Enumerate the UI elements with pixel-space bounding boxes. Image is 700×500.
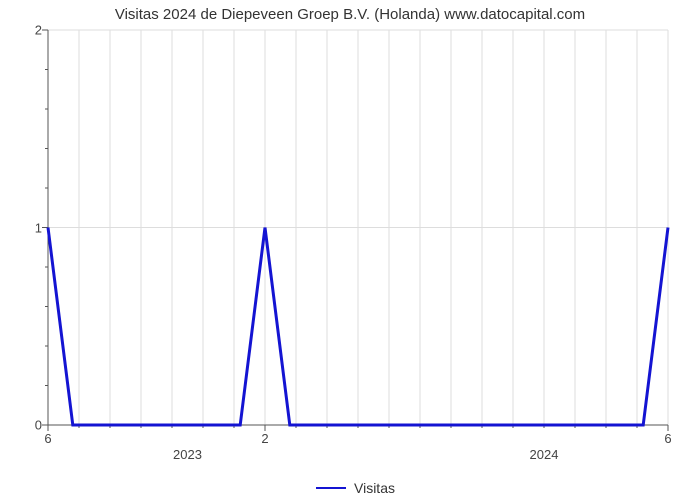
chart-title: Visitas 2024 de Diepeveen Groep B.V. (Ho… xyxy=(0,6,700,23)
x-year-label: 2023 xyxy=(173,447,202,462)
x-year-label: 2024 xyxy=(530,447,559,462)
x-tick-label: 2 xyxy=(261,431,268,446)
y-tick-label: 2 xyxy=(12,23,42,38)
y-tick-label: 0 xyxy=(12,418,42,433)
y-tick-label: 1 xyxy=(12,220,42,235)
x-tick-label: 6 xyxy=(664,431,671,446)
chart-container: Visitas 2024 de Diepeveen Groep B.V. (Ho… xyxy=(0,0,700,500)
x-tick-label: 6 xyxy=(44,431,51,446)
legend-label: Visitas xyxy=(354,480,395,496)
legend: Visitas xyxy=(316,480,395,496)
legend-swatch xyxy=(316,487,346,489)
plot-area xyxy=(48,30,668,425)
